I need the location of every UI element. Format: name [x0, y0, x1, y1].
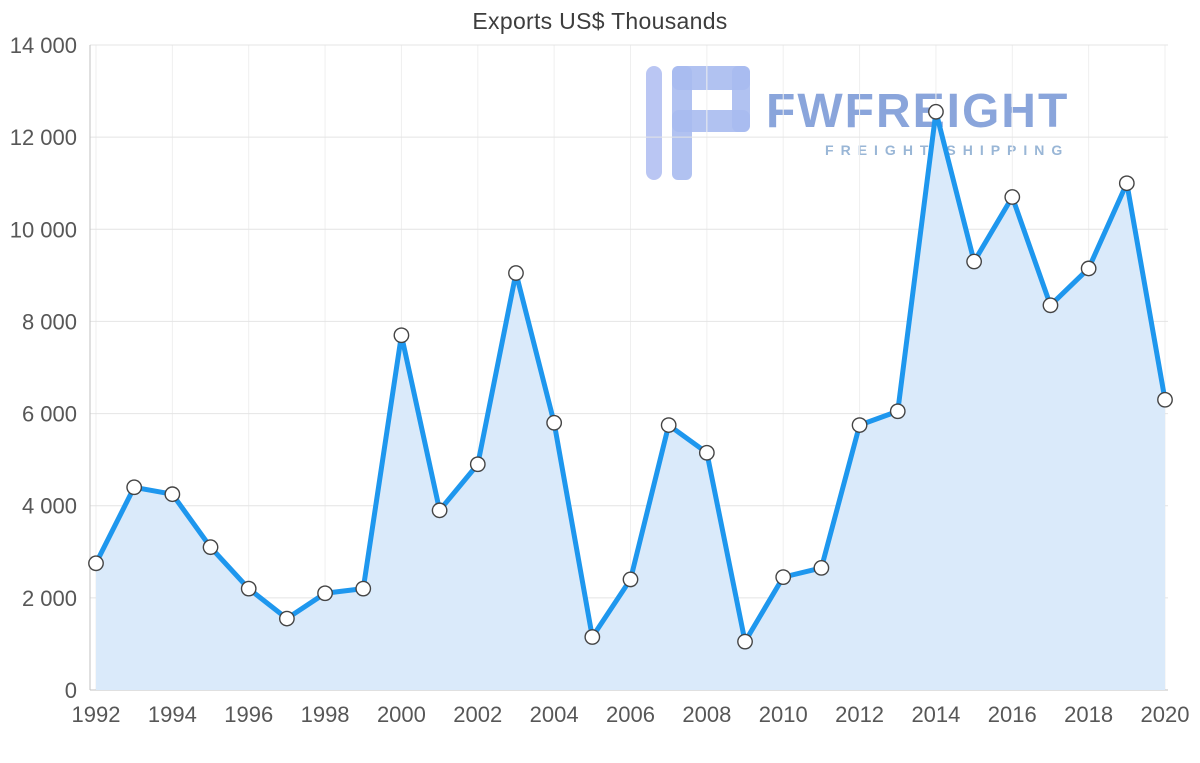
area-fill [96, 111, 1165, 690]
y-tick-label: 8 000 [22, 309, 77, 334]
x-tick-label: 1992 [72, 702, 121, 727]
x-tick-label: 1994 [148, 702, 197, 727]
data-point [126, 479, 143, 496]
y-tick-label: 2 000 [22, 586, 77, 611]
chart-title: Exports US$ Thousands [472, 8, 728, 34]
x-tick-label: 2004 [530, 702, 579, 727]
data-point [469, 456, 486, 473]
x-tick-label: 2012 [835, 702, 884, 727]
y-tick-label: 12 000 [10, 125, 77, 150]
x-tick-label: 2000 [377, 702, 426, 727]
data-point [355, 580, 372, 597]
data-point [1004, 189, 1021, 205]
data-point [660, 417, 677, 433]
x-tick-label: 2006 [606, 702, 655, 727]
data-point [431, 502, 448, 519]
y-tick-label: 0 [65, 678, 77, 703]
x-tick-label: 2014 [911, 702, 960, 727]
x-tick-label: 2020 [1141, 702, 1190, 727]
data-point [622, 571, 639, 588]
data-point [393, 327, 410, 344]
data-point [88, 555, 104, 572]
data-point [737, 633, 753, 650]
x-tick-label: 2018 [1064, 702, 1113, 727]
data-point [698, 444, 715, 461]
x-tick-label: 2008 [682, 702, 731, 727]
data-point [202, 539, 219, 556]
data-point [851, 417, 868, 433]
data-point [813, 560, 830, 576]
data-point [1157, 391, 1173, 408]
data-point [508, 265, 524, 281]
data-point [164, 486, 181, 503]
data-point [546, 414, 563, 431]
data-point [1118, 175, 1135, 192]
x-tick-label: 1996 [224, 702, 273, 727]
y-tick-label: 4 000 [22, 494, 77, 519]
x-tick-label: 2016 [988, 702, 1037, 727]
data-point [889, 403, 906, 420]
y-tick-label: 6 000 [22, 402, 77, 427]
data-point [966, 253, 983, 270]
x-tick-label: 2010 [759, 702, 808, 727]
y-tick-label: 10 000 [10, 217, 77, 242]
data-point [584, 629, 601, 645]
data-point [1042, 297, 1059, 314]
data-point [240, 580, 257, 597]
x-tick-label: 1998 [301, 702, 350, 727]
data-point [928, 103, 944, 120]
data-point [317, 585, 333, 602]
y-tick-label: 14 000 [10, 33, 77, 58]
x-tick-label: 2002 [453, 702, 502, 727]
data-point [1080, 260, 1097, 277]
data-point [775, 569, 792, 586]
data-point [278, 610, 295, 627]
